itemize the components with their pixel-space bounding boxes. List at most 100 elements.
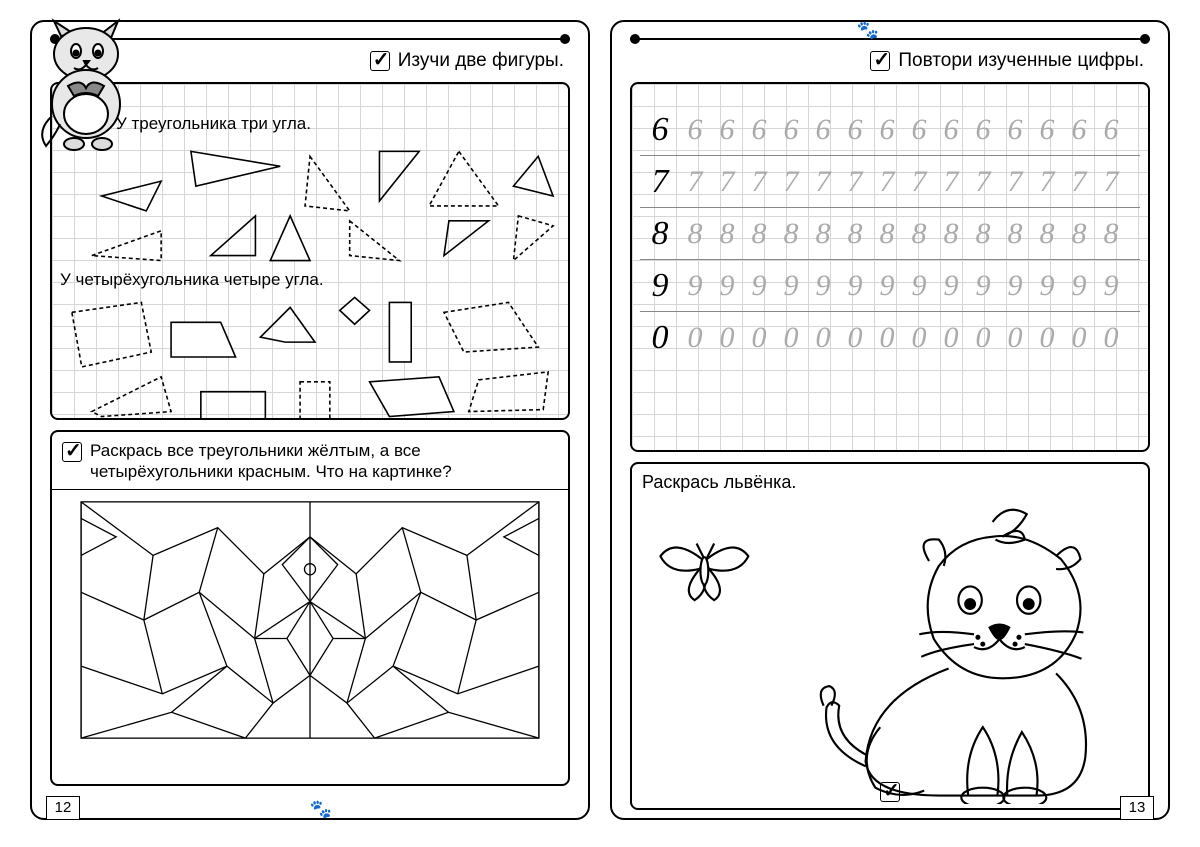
trace-digit: 6: [808, 113, 840, 147]
trace-digits: 99999999999999: [680, 269, 1140, 303]
trace-digit: 6: [904, 113, 936, 147]
trace-digit: 8: [680, 217, 712, 251]
trace-digits: 00000000000000: [680, 321, 1140, 355]
trace-digit: 8: [904, 217, 936, 251]
trace-digit: 9: [680, 269, 712, 303]
mosaic-area: [52, 490, 568, 750]
trace-digit: 7: [936, 165, 968, 199]
trace-digit: 0: [936, 321, 968, 355]
trace-digit: 6: [744, 113, 776, 147]
trace-digit: 7: [840, 165, 872, 199]
leading-digit: 7: [640, 163, 680, 201]
header-rule: [630, 38, 1150, 40]
header-dot-right: [1140, 34, 1150, 44]
page-number: 12: [46, 796, 80, 820]
trace-digit: 0: [1000, 321, 1032, 355]
trace-digit: 6: [1032, 113, 1064, 147]
trace-digit: 0: [1096, 321, 1128, 355]
cat-mascot-illustration: [26, 16, 156, 156]
trace-digit: 9: [1064, 269, 1096, 303]
trace-digit: 0: [680, 321, 712, 355]
quadrilateral-label: У четырёхугольника четыре угла.: [52, 266, 568, 292]
trace-digit: 6: [936, 113, 968, 147]
trace-digit: 6: [840, 113, 872, 147]
trace-digit: 0: [744, 321, 776, 355]
quadrilaterals-area: [52, 292, 568, 420]
trace-digit: 7: [680, 165, 712, 199]
trace-digit: 9: [840, 269, 872, 303]
trace-digit: 7: [776, 165, 808, 199]
instruction-row: Раскрась все треугольники жёлтым, а все …: [52, 432, 568, 490]
trace-digit: 6: [1064, 113, 1096, 147]
trace-digit: 9: [744, 269, 776, 303]
trace-digit: 6: [872, 113, 904, 147]
trace-digit: 0: [712, 321, 744, 355]
trace-digit: 8: [1096, 217, 1128, 251]
page-number: 13: [1120, 796, 1154, 820]
checkmark-icon: [62, 442, 82, 462]
trace-digits: 88888888888888: [680, 217, 1140, 251]
trace-digit: 8: [776, 217, 808, 251]
trace-digit: 6: [712, 113, 744, 147]
page-title: Изучи две фигуры.: [398, 50, 564, 72]
triangle-label: У треугольника три угла.: [108, 110, 568, 136]
digit-row-7: 777777777777777: [640, 156, 1140, 208]
digit-row-8: 888888888888888: [640, 208, 1140, 260]
trace-digit: 9: [1032, 269, 1064, 303]
trace-digit: 7: [808, 165, 840, 199]
trace-digit: 8: [872, 217, 904, 251]
trace-digit: 7: [904, 165, 936, 199]
trace-digit: 0: [776, 321, 808, 355]
checkmark-icon: [880, 782, 900, 802]
leading-digit: 0: [640, 319, 680, 357]
trace-digit: 6: [1000, 113, 1032, 147]
trace-digit: 7: [1032, 165, 1064, 199]
page-left: Изучи две фигуры. У треугольника три угл…: [30, 20, 590, 820]
mosaic-panel: Раскрась все треугольники жёлтым, а все …: [50, 430, 570, 786]
trace-digit: 9: [808, 269, 840, 303]
coloring-label: Раскрась львёнка.: [642, 472, 796, 492]
mosaic-instruction: Раскрась все треугольники жёлтым, а все …: [90, 440, 558, 483]
trace-digit: 8: [712, 217, 744, 251]
trace-digit: 6: [968, 113, 1000, 147]
trace-digit: 9: [712, 269, 744, 303]
page-title: Повтори изученные цифры.: [898, 50, 1144, 72]
digit-row-9: 999999999999999: [640, 260, 1140, 312]
trace-digit: 9: [968, 269, 1000, 303]
header-dot-right: [560, 34, 570, 44]
trace-digit: 8: [808, 217, 840, 251]
trace-digit: 8: [936, 217, 968, 251]
checkmark-icon: [870, 51, 890, 71]
trace-digit: 0: [1032, 321, 1064, 355]
trace-digit: 8: [1000, 217, 1032, 251]
trace-digit: 0: [904, 321, 936, 355]
trace-digit: 0: [840, 321, 872, 355]
trace-digit: 9: [904, 269, 936, 303]
leading-digit: 9: [640, 267, 680, 305]
trace-digit: 8: [1064, 217, 1096, 251]
trace-digit: 6: [680, 113, 712, 147]
digit-row-6: 666666666666666: [640, 104, 1140, 156]
paw-icon: 🐾: [857, 20, 879, 41]
trace-digit: 0: [808, 321, 840, 355]
trace-digit: 7: [1000, 165, 1032, 199]
trace-digit: 7: [968, 165, 1000, 199]
trace-digit: 0: [872, 321, 904, 355]
trace-digit: 9: [1096, 269, 1128, 303]
trace-digit: 8: [1032, 217, 1064, 251]
checkmark-icon: [370, 51, 390, 71]
number-tracing-panel: 6666666666666667777777777777778888888888…: [630, 82, 1150, 452]
trace-digit: 8: [744, 217, 776, 251]
page-right: 🐾 Повтори изученные цифры. 6666666666666…: [610, 20, 1170, 820]
leading-digit: 6: [640, 111, 680, 149]
coloring-panel: Раскрась львёнка.: [630, 462, 1150, 810]
trace-digits: 66666666666666: [680, 113, 1140, 147]
paw-icon: 🐾: [310, 799, 332, 820]
trace-digits: 77777777777777: [680, 165, 1140, 199]
trace-digit: 8: [840, 217, 872, 251]
trace-digit: 7: [712, 165, 744, 199]
title-row: Повтори изученные цифры.: [630, 50, 1150, 72]
trace-digit: 8: [968, 217, 1000, 251]
trace-digit: 7: [1064, 165, 1096, 199]
trace-digit: 9: [936, 269, 968, 303]
